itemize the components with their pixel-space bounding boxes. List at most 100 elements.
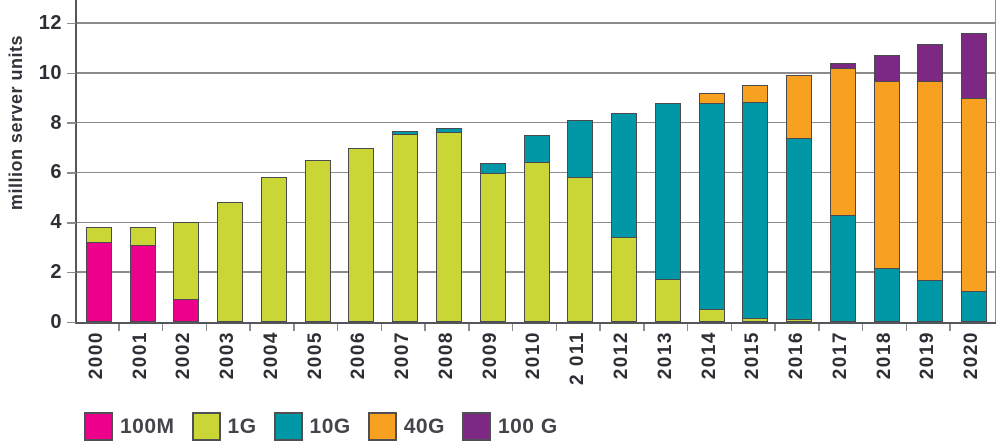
gridline (77, 72, 996, 74)
x-tick-label-text: 2019 (917, 331, 939, 380)
x-tick-label-text: 2020 (961, 331, 983, 380)
bar-segment (917, 44, 944, 82)
bar-segment (217, 202, 244, 322)
legend-item: 40G (367, 412, 445, 441)
bar-segment (304, 160, 331, 322)
bar-segment (961, 290, 988, 322)
x-tick-label-text: 2007 (392, 331, 414, 380)
x-tick-label: 2016 (775, 331, 819, 397)
x-tick-label: 2017 (819, 331, 863, 397)
x-axis-tick (861, 324, 864, 331)
bar-segment (654, 102, 681, 280)
x-axis-tick (205, 324, 208, 331)
legend-swatch (273, 412, 303, 441)
bar-segment (873, 267, 900, 322)
x-tick-label-text: 2008 (435, 331, 457, 380)
bar-segment (786, 137, 813, 320)
x-tick-label-text: 2016 (786, 331, 808, 380)
y-tick-label: 4 (50, 211, 62, 234)
x-tick-label: 2008 (425, 331, 469, 397)
x-tick-label-text: 2015 (742, 331, 764, 380)
y-axis-tick (67, 172, 76, 174)
x-tick-label: 2018 (863, 331, 907, 397)
x-tick-label: 2003 (206, 331, 250, 397)
bar-segment (742, 85, 769, 103)
bar-segment (611, 236, 638, 322)
x-axis-tick (905, 324, 908, 331)
bar-segment (392, 131, 419, 136)
x-tick-label: 2006 (338, 331, 382, 397)
legend: 100M 1G 10G 40G 100 G (84, 412, 575, 441)
legend-swatch (84, 412, 113, 441)
bar-segment (173, 222, 200, 300)
x-tick-label-text: 2017 (829, 331, 851, 380)
y-axis-tick (67, 321, 76, 324)
bar-segment (85, 241, 112, 322)
plot-right-border (994, 0, 996, 322)
legend-item: 100 G (461, 412, 558, 441)
x-tick-label: 2005 (294, 331, 338, 397)
bar-segment (698, 102, 725, 310)
legend-item: 1G (191, 412, 257, 441)
x-tick-label: 2020 (950, 331, 994, 397)
bar-segment (829, 62, 856, 70)
x-tick-label: 2014 (688, 331, 732, 397)
y-axis-tick (67, 22, 76, 25)
x-tick-label: 2010 (513, 331, 557, 397)
bar-segment (611, 112, 638, 238)
x-tick-label-text: 2004 (260, 331, 282, 380)
x-axis-tick (424, 324, 426, 331)
x-axis-tick (730, 324, 733, 331)
bar-segment (129, 227, 156, 247)
bar-segment (654, 278, 681, 322)
x-axis-tick (686, 324, 689, 331)
bar-segment (567, 120, 594, 178)
x-axis-tick (249, 324, 251, 331)
y-tick-label: 8 (50, 111, 62, 134)
legend-label: 40G (403, 414, 445, 438)
x-tick-label: 2000 (75, 331, 119, 397)
y-axis-tick (67, 271, 76, 274)
x-tick-label-text: 2009 (479, 331, 501, 380)
bar-segment (567, 176, 594, 322)
bar-segment (479, 172, 506, 322)
y-tick-label: 10 (38, 61, 62, 84)
x-axis-tick (118, 324, 120, 331)
x-axis-tick (643, 324, 645, 331)
bar-segment (917, 80, 944, 282)
bar-segment (479, 162, 506, 174)
legend-swatch (461, 412, 491, 441)
x-axis-tick (380, 324, 383, 331)
x-tick-label: 2009 (469, 331, 513, 397)
x-tick-label-text: 2018 (873, 331, 895, 380)
bar-segment (435, 131, 462, 322)
bar-segment (348, 147, 375, 322)
bar-segment (829, 214, 856, 322)
x-axis-tick (818, 324, 820, 331)
x-tick-label-text: 2003 (217, 331, 239, 380)
x-axis-tick (293, 324, 295, 331)
x-tick-label: 2 011 (556, 331, 600, 397)
x-tick-label-text: 2006 (348, 331, 370, 380)
x-axis-tick (555, 324, 558, 331)
bar-segment (435, 127, 462, 133)
bar-segment (698, 92, 725, 105)
x-tick-label-text: 2005 (304, 331, 326, 380)
legend-item: 10G (273, 412, 351, 441)
y-tick-label: 0 (50, 311, 62, 333)
y-tick-label: 12 (38, 11, 62, 34)
y-axis-tick (67, 72, 76, 75)
x-tick-label-text: 2 011 (567, 331, 589, 385)
x-axis-tick (161, 324, 164, 331)
x-axis-tick (774, 324, 776, 331)
legend-label: 100M (120, 414, 175, 438)
x-axis-tick (468, 324, 470, 331)
gridline (77, 22, 996, 24)
x-tick-label-text: 2014 (698, 331, 720, 380)
bar-segment (873, 80, 900, 269)
y-tick-label: 2 (50, 261, 62, 284)
x-tick-label-text: 2012 (611, 331, 633, 380)
x-axis-tick (599, 324, 601, 331)
legend-swatch (191, 412, 221, 441)
